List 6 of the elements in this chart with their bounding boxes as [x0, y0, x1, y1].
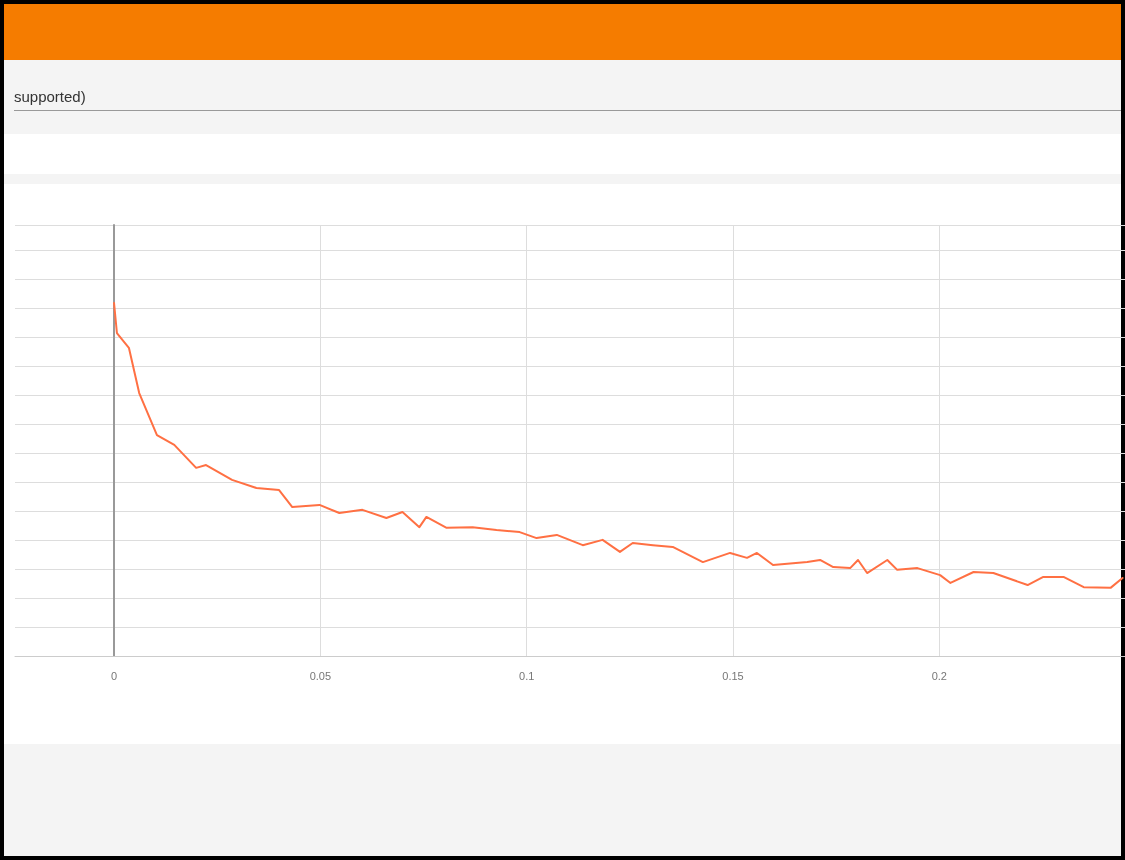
x-tick-label: 0	[110, 669, 118, 682]
x-tick-label: 0.05	[309, 669, 332, 682]
x-tick-label: 0.2	[931, 669, 947, 682]
text: supported)	[14, 88, 86, 105]
x-tick-label: 0.15	[722, 669, 744, 682]
x-tick-label: 0.1	[519, 669, 535, 682]
